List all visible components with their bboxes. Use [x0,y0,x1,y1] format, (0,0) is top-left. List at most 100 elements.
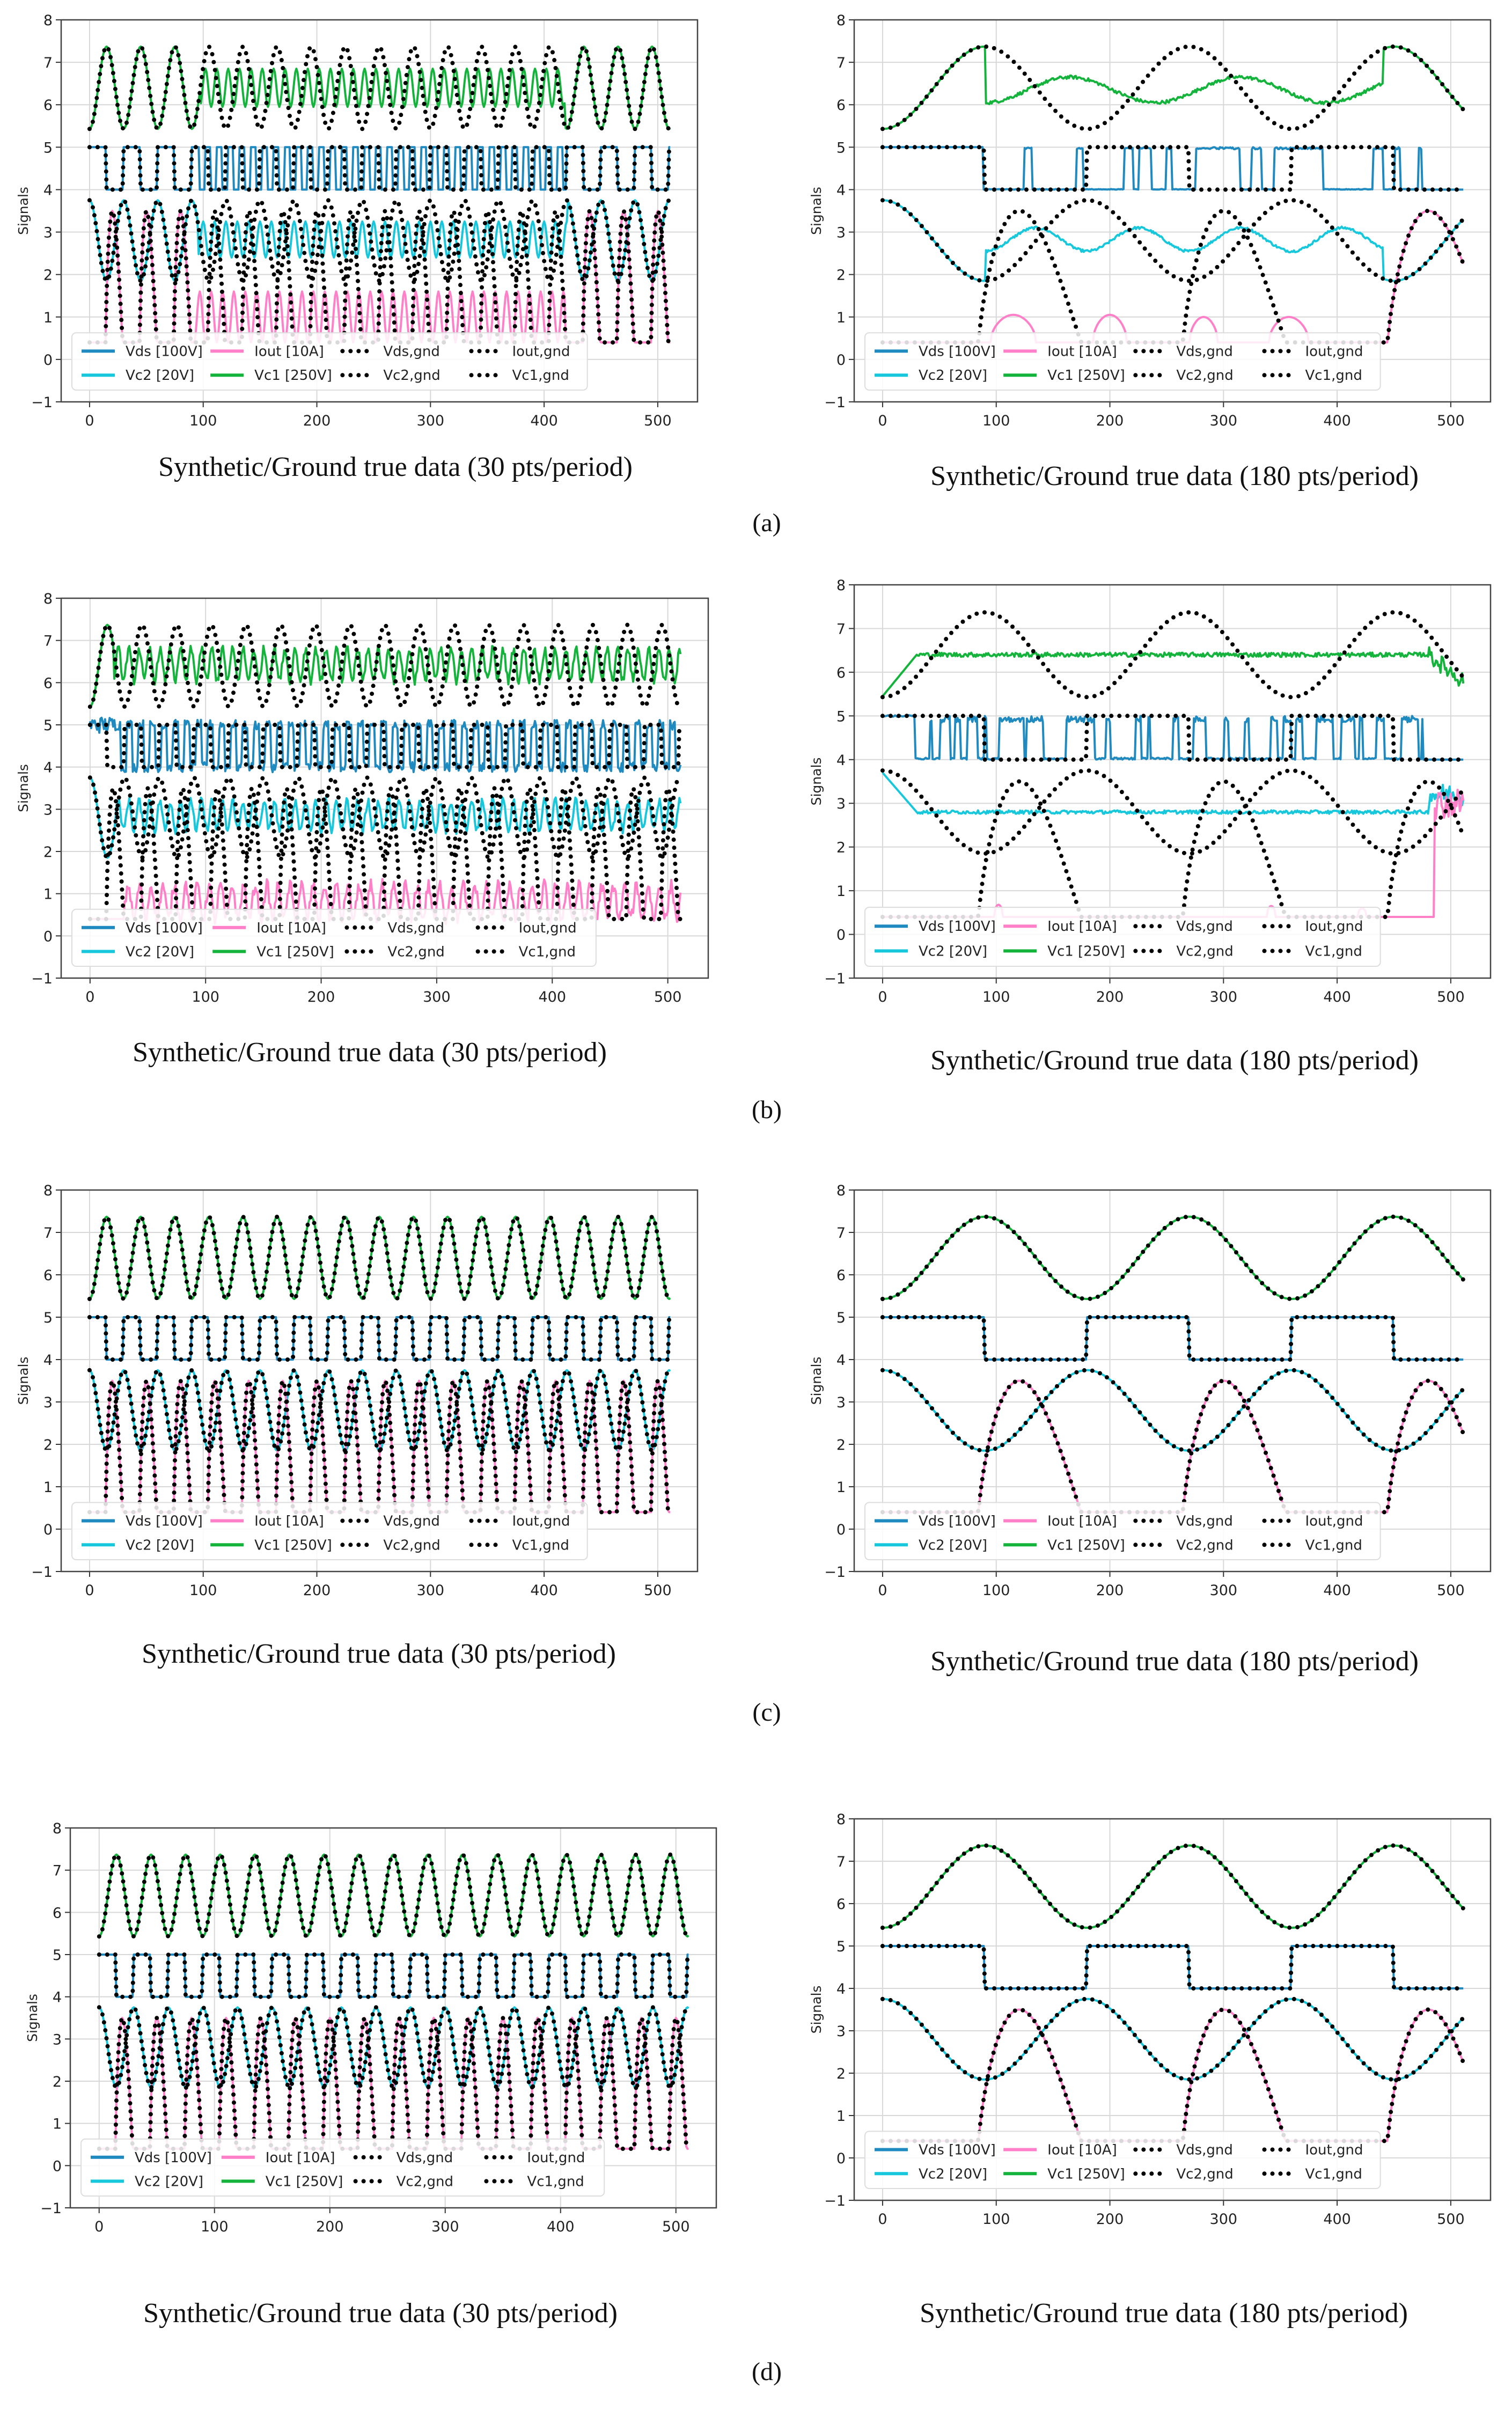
y-tick-label: 3 [836,225,846,241]
x-tick-label: 300 [1210,2211,1238,2228]
series-line-vds-gnd [880,1944,1466,1991]
y-tick-label: 8 [43,591,53,607]
y-tick-label: 0 [43,928,53,945]
y-tick-label: 5 [43,717,53,734]
y-axis-label: Signals [809,1357,824,1405]
y-tick-label: 6 [43,1267,53,1284]
y-tick-label: 7 [53,1863,62,1879]
legend-label: Vc1,gnd [1305,2166,1362,2182]
panel-label-b: (b) [752,1096,782,1124]
y-tick-label: 4 [836,752,846,769]
x-tick-label: 400 [1323,413,1351,429]
chart-4: 0 100 200 300 400 500 −1 0 1 2 3 4 5 6 7 8 Signals Vds [1… [809,577,1492,1005]
y-tick-label: 2 [836,840,846,856]
axes-frame [60,597,709,979]
legend-label: Vds,gnd [1176,1513,1233,1529]
legend: Vds [100V] Vc2 [20V] Iout [10A] Vc1 [250V] V… [71,332,588,391]
x-tick-label: 300 [1210,1582,1238,1599]
legend-label: Vc2,gnd [383,1537,440,1553]
series-line-vc1-250v [89,623,682,708]
chart-2: 0 100 200 300 400 500 −1 0 1 2 3 4 5 6 7 8 Signals Vds [1… [809,12,1492,429]
legend-label: Vds,gnd [383,1513,440,1529]
y-tick-label: 2 [43,267,53,284]
chart-caption: Synthetic/Ground true data (180 pts/peri… [920,2298,1408,2329]
x-tick-label: 200 [307,989,335,1005]
legend-label: Vc1,gnd [512,368,569,384]
legend-label: Iout,gnd [1305,919,1363,935]
x-tick-label: 500 [644,1582,672,1599]
x-tick-label: 200 [1096,989,1124,1005]
x-tick-label: 300 [1210,413,1238,429]
y-tick-label: 3 [43,225,53,241]
y-tick-label: 7 [43,633,53,650]
y-tick-label: 7 [836,621,846,637]
y-tick-label: 8 [836,1183,846,1199]
legend-label: Iout [10A] [1047,919,1117,935]
legend-label: Vc2 [20V] [919,2166,987,2182]
y-tick-label: 8 [836,577,846,594]
series-line-vc2-gnd [97,2005,691,2090]
y-tick-label: 5 [836,139,846,156]
y-tick-label: 7 [43,1225,53,1242]
legend-label: Vds,gnd [1176,343,1233,359]
x-tick-label: 100 [192,989,219,1005]
y-tick-label: −1 [824,1564,846,1581]
series-line-vc1-gnd [880,1214,1466,1301]
y-tick-label: 4 [43,760,53,776]
series-line-vc2-gnd [880,198,1466,283]
y-tick-label: 3 [836,796,846,812]
axes-frame [853,584,1492,979]
legend-label: Vds [100V] [919,1513,996,1529]
y-tick-label: 1 [43,310,53,326]
x-tick-label: 200 [1096,1582,1124,1599]
series-line-vds-gnd [880,1315,1466,1362]
y-tick-label: 3 [836,2023,846,2040]
series-line-vds-gnd [880,714,1466,762]
y-tick-label: 0 [836,2150,846,2167]
y-tick-label: 8 [53,1820,62,1837]
series-line-vc2-gnd [880,1368,1466,1453]
x-tick-label: 300 [417,1582,445,1599]
series-line-vc2-gnd [880,1996,1466,2082]
y-tick-label: 3 [43,1394,53,1411]
legend-label: Vc2,gnd [397,2173,453,2190]
y-tick-label: 6 [836,1896,846,1913]
chart-caption: Synthetic/Ground true data (180 pts/peri… [930,1646,1419,1677]
x-tick-label: 100 [189,413,217,429]
legend-label: Iout,gnd [512,1513,570,1529]
x-tick-label: 500 [1437,2211,1465,2228]
legend-label: Vds [100V] [919,2142,996,2158]
y-tick-label: 4 [43,182,53,199]
legend: Vds [100V] Vc2 [20V] Iout [10A] Vc1 [250V] V… [71,1502,588,1561]
legend-label: Vc2,gnd [387,944,444,960]
legend: Vds [100V] Vc2 [20V] Iout [10A] Vc1 [250V] V… [71,908,597,967]
y-tick-label: 0 [43,1522,53,1538]
legend-label: Iout [10A] [266,2150,335,2166]
y-tick-label: 6 [836,97,846,114]
legend-box [71,908,597,967]
x-tick-label: 100 [189,1582,217,1599]
series-line-iout-gnd [87,209,673,345]
series-line-vc2-20v [882,772,1465,815]
y-tick-label: 3 [53,2031,62,2048]
x-tick-label: 200 [316,2219,344,2235]
legend-label: Vds,gnd [1176,2142,1233,2158]
legend-label: Vds,gnd [383,343,440,359]
chart-caption: Synthetic/Ground true data (30 pts/perio… [143,2298,618,2329]
legend-label: Iout,gnd [512,343,570,359]
legend-label: Iout,gnd [1305,343,1363,359]
legend-label: Vc1,gnd [1305,943,1362,959]
legend-label: Iout [10A] [1047,343,1117,359]
x-tick-label: 400 [530,413,558,429]
y-axis-label: Signals [16,1357,31,1405]
x-tick-label: 0 [85,989,94,1005]
legend-label: Vds,gnd [387,920,444,936]
y-tick-label: 6 [836,1267,846,1284]
x-tick-label: 100 [982,989,1010,1005]
legend-label: Vds [100V] [126,1513,203,1529]
chart-6: 0 100 200 300 400 500 −1 0 1 2 3 4 5 6 7 8 Signals Vds [1… [809,1183,1492,1599]
y-tick-label: 2 [53,2074,62,2090]
x-tick-label: 500 [654,989,682,1005]
series-line-vc1-gnd [87,44,673,131]
